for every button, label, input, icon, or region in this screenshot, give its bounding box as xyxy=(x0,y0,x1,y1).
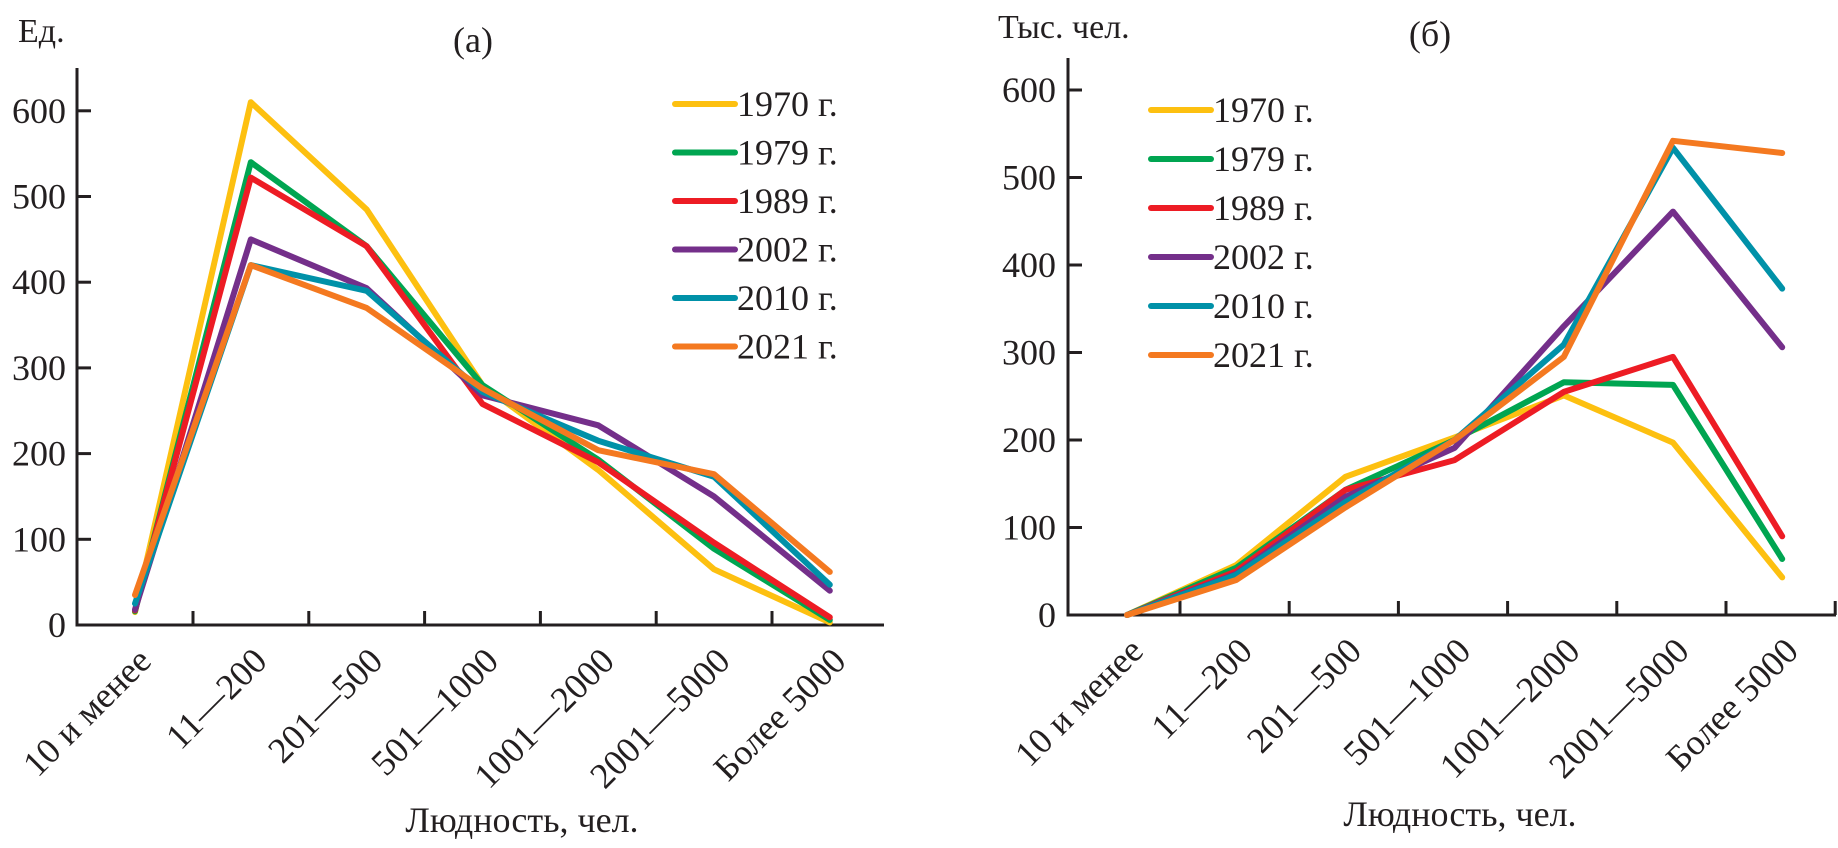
legend-label: 1970 г. xyxy=(1213,90,1314,130)
chart-panel-b: Тыс. чел. (б) 0 100 200 300 400 500 600 10 и м… xyxy=(998,9,1837,834)
legend-item: 2021 г. xyxy=(672,327,838,367)
y-tick-label: 200 xyxy=(12,434,66,474)
series-lines xyxy=(1124,137,1786,618)
y-tick-label: 600 xyxy=(12,91,66,131)
y-tick-label: 400 xyxy=(12,262,66,302)
y-axis-unit-label: Тыс. чел. xyxy=(998,9,1130,46)
y-ticks: 0 100 200 300 400 500 600 xyxy=(12,91,91,645)
y-tick-label: 300 xyxy=(12,348,66,388)
legend-label: 2010 г. xyxy=(1213,286,1314,326)
legend-item: 2002 г. xyxy=(672,230,838,270)
series-line-1989 xyxy=(132,174,833,621)
y-tick-label: 400 xyxy=(1002,245,1056,285)
legend-item: 1970 г. xyxy=(1148,90,1314,130)
legend-label: 2021 г. xyxy=(737,327,838,367)
series-lines xyxy=(132,99,833,626)
legend-item: 1989 г. xyxy=(1148,188,1314,228)
x-axis-title: Людность, чел. xyxy=(405,800,638,840)
series-line-2021 xyxy=(132,262,833,598)
chart-panel-a: Ед. (а) 0 100 200 300 400 500 600 10 и менее 11… xyxy=(12,13,884,840)
legend-label: 1989 г. xyxy=(737,181,838,221)
legend-label: 2010 г. xyxy=(737,278,838,318)
axes xyxy=(1066,58,1836,617)
legend-label: 1970 г. xyxy=(737,84,838,124)
legend-item: 2021 г. xyxy=(1148,335,1314,375)
legend-item: 2002 г. xyxy=(1148,237,1314,277)
legend: 1970 г. 1979 г. 1989 г. 2002 г. 2010 г. 2021 … xyxy=(672,84,838,367)
legend-item: 2010 г. xyxy=(672,278,838,318)
y-tick-label: 600 xyxy=(1002,70,1056,110)
legend-label: 1979 г. xyxy=(737,133,838,173)
legend-item: 2010 г. xyxy=(1148,286,1314,326)
x-ticks: 10 и менее11—200201—500501—10001001—2000… xyxy=(1007,601,1837,786)
legend-label: 2002 г. xyxy=(1213,237,1314,277)
y-tick-label: 300 xyxy=(1002,333,1056,373)
x-tick-label: 10 и менее xyxy=(15,640,159,784)
x-tick-label: 10 и менее xyxy=(1007,630,1151,774)
legend-label: 1979 г. xyxy=(1213,139,1314,179)
panel-label: (б) xyxy=(1409,14,1451,54)
y-tick-label: 100 xyxy=(12,519,66,559)
y-tick-label: 0 xyxy=(1038,595,1056,635)
y-axis-unit-label: Ед. xyxy=(18,13,65,50)
legend-item: 1970 г. xyxy=(672,84,838,124)
legend-label: 2021 г. xyxy=(1213,335,1314,375)
y-tick-label: 500 xyxy=(1002,158,1056,198)
legend-item: 1979 г. xyxy=(1148,139,1314,179)
y-tick-label: 100 xyxy=(1002,508,1056,548)
axes xyxy=(75,68,884,627)
y-tick-label: 500 xyxy=(12,177,66,217)
legend-label: 1989 г. xyxy=(1213,188,1314,228)
legend-label: 2002 г. xyxy=(737,230,838,270)
x-axis-title: Людность, чел. xyxy=(1343,794,1576,834)
y-ticks: 0 100 200 300 400 500 600 xyxy=(1002,70,1082,635)
y-tick-label: 0 xyxy=(48,605,66,645)
series-line-1970 xyxy=(132,99,833,626)
legend-item: 1989 г. xyxy=(672,181,838,221)
panel-label: (а) xyxy=(453,20,493,60)
y-tick-label: 200 xyxy=(1002,420,1056,460)
series-line-2021 xyxy=(1124,137,1786,618)
x-tick-label: 11—200 xyxy=(158,640,274,756)
legend-item: 1979 г. xyxy=(672,133,838,173)
legend: 1970 г. 1979 г. 1989 г. 2002 г. 2010 г. 2021 … xyxy=(1148,90,1314,375)
series-line-2002 xyxy=(132,236,833,613)
